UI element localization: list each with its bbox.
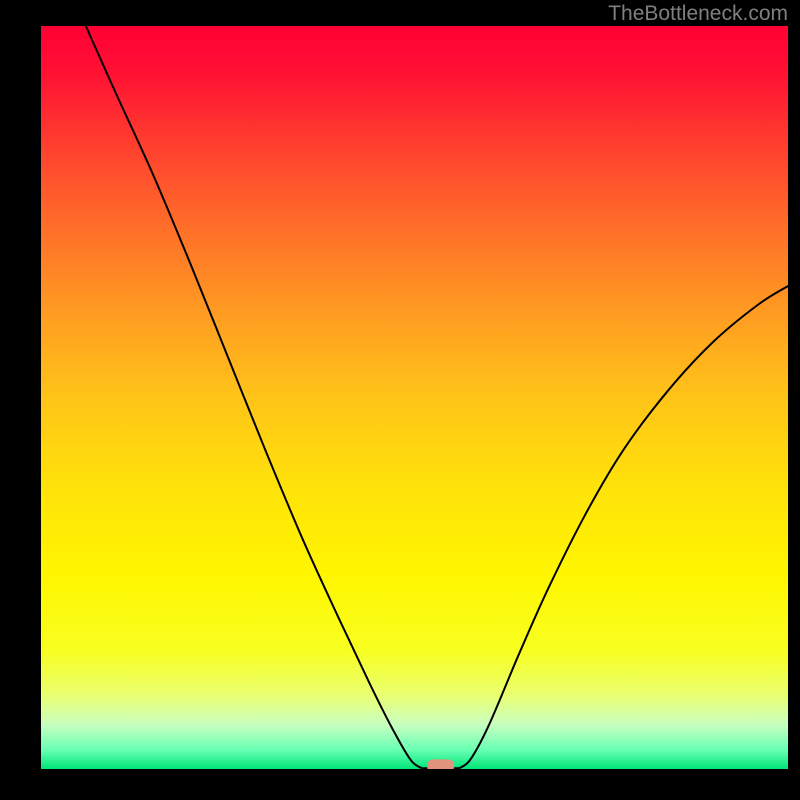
plot-background-gradient — [41, 26, 788, 769]
chart-stage: TheBottleneck.com — [0, 0, 800, 800]
chart-svg — [0, 0, 800, 800]
